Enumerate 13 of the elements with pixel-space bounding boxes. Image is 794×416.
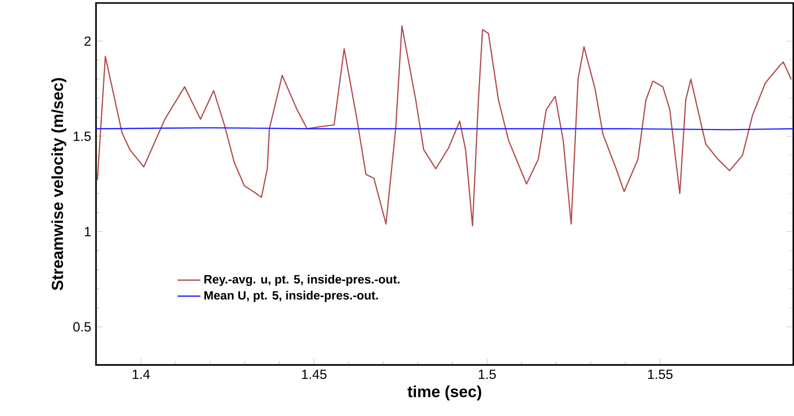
x-axis-title: time (sec)	[408, 385, 482, 400]
x-tick-label: 1.45	[302, 370, 326, 379]
legend-label: Mean U, pt. 5, inside-pres.-out.	[204, 290, 378, 302]
y-axis-title: Streamwise velocity (m/sec)	[51, 78, 66, 290]
y-tick-label: 1.5	[74, 132, 91, 142]
legend-label: Rey.-avg. u, pt. 5, inside-pres.-out.	[204, 274, 400, 286]
y-tick-label: 1	[84, 227, 91, 236]
x-tick-label: 1.55	[648, 370, 673, 379]
x-tick-label: 1.4	[132, 370, 150, 379]
line-series	[96, 25, 792, 226]
y-tick-label: 2	[84, 36, 91, 46]
y-tick-label: 0.5	[73, 322, 91, 332]
x-tick-label: 1.5	[478, 370, 496, 379]
